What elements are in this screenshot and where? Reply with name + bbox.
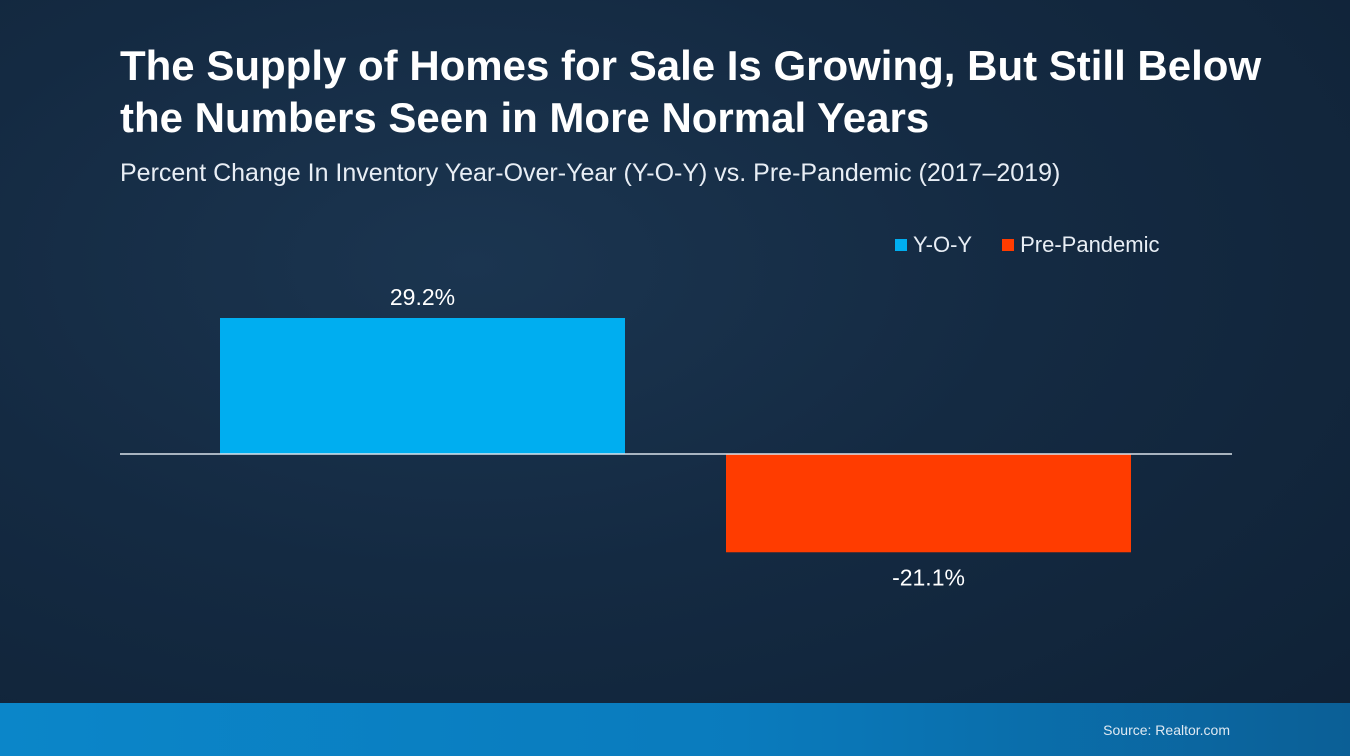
legend-item-pre-pandemic: Pre-Pandemic <box>1002 232 1159 258</box>
legend-label-yoy: Y-O-Y <box>913 232 973 257</box>
legend-item-yoy: Y-O-Y <box>895 232 972 258</box>
source-note: Source: Realtor.com <box>1103 722 1230 738</box>
legend-swatch-pre-pandemic <box>1002 239 1015 251</box>
bar-yoy <box>220 318 625 454</box>
chart-legend: Y-O-Y Pre-Pandemic <box>895 232 1159 258</box>
legend-swatch-yoy <box>895 239 907 251</box>
data-label-pre-pandemic: -21.1% <box>892 564 965 590</box>
legend-label-pre-pandemic: Pre-Pandemic <box>1020 232 1160 257</box>
data-label-yoy: 29.2% <box>390 284 455 310</box>
bar-chart: 29.2% -21.1% <box>120 284 1232 590</box>
chart-subtitle: Percent Change In Inventory Year-Over-Ye… <box>120 159 1061 187</box>
bar-pre-pandemic <box>726 454 1131 553</box>
footer-bar: Source: Realtor.com <box>0 703 1350 756</box>
chart-title: The Supply of Homes for Sale Is Growing,… <box>120 42 1262 141</box>
